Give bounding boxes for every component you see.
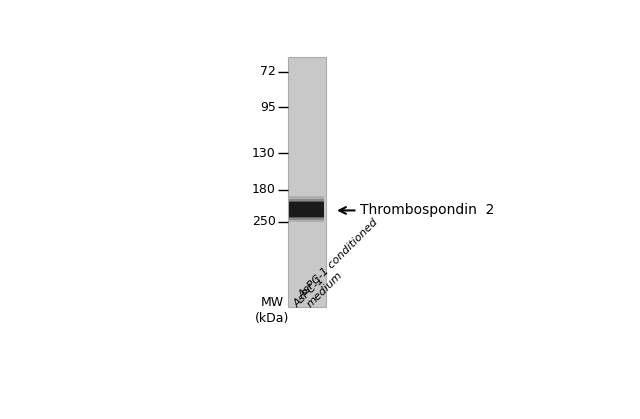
- Text: 180: 180: [252, 183, 276, 196]
- Bar: [289, 201, 324, 218]
- Text: 250: 250: [252, 215, 276, 228]
- Text: 72: 72: [260, 65, 276, 78]
- Text: 130: 130: [252, 147, 276, 160]
- Bar: [289, 199, 324, 220]
- Text: Thrombospondin  2: Thrombospondin 2: [360, 204, 494, 217]
- Bar: [289, 196, 324, 222]
- Text: 95: 95: [260, 101, 276, 114]
- Bar: [289, 202, 324, 217]
- Text: AsPC-1 conditioned
medium: AsPC-1 conditioned medium: [297, 217, 388, 309]
- Bar: [288, 57, 326, 308]
- Text: AsPC-1: AsPC-1: [291, 274, 326, 309]
- Text: MW
(kDa): MW (kDa): [255, 296, 289, 325]
